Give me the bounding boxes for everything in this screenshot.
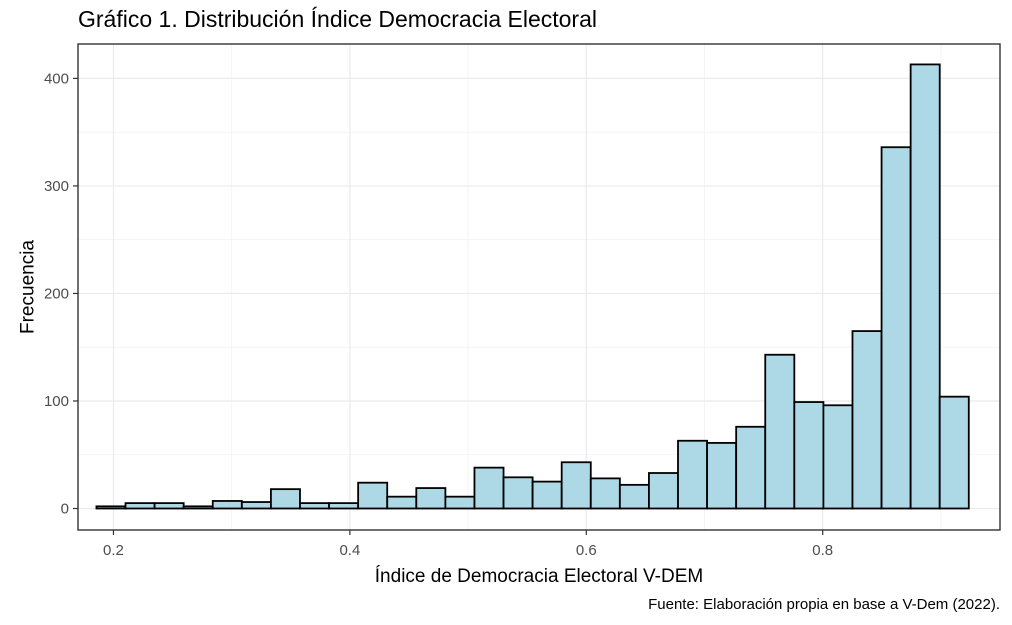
y-tick-label: 100 <box>44 393 69 410</box>
histogram-bar <box>589 477 621 510</box>
histogram-bar <box>386 495 418 510</box>
histogram-bar <box>444 495 476 510</box>
grid-lines <box>78 44 1000 530</box>
histogram-bar <box>95 505 127 510</box>
histogram-bar <box>270 488 301 510</box>
histogram-bar <box>735 425 767 510</box>
x-axis-title: Índice de Democracia Electoral V-DEM <box>375 566 703 587</box>
histogram-bar <box>880 146 912 510</box>
y-axis-title: Frecuencia <box>18 240 39 334</box>
y-tick-label: 200 <box>44 285 69 302</box>
axis-ticks: 0.2 0.4 0.6 0.8 0 100 200 300 400 <box>44 70 833 559</box>
histogram-bar <box>706 442 738 510</box>
histogram-bar <box>182 505 214 510</box>
histogram-bar <box>677 439 708 510</box>
y-tick-label: 300 <box>44 178 69 195</box>
histogram-bar <box>764 353 796 510</box>
histogram-bar <box>211 500 243 510</box>
x-tick-label: 0.8 <box>812 542 833 559</box>
x-tick-label: 0.6 <box>576 542 597 559</box>
panel-border <box>77 43 1001 531</box>
histogram-bar <box>415 487 447 510</box>
histogram-bar <box>153 502 185 510</box>
y-tick-label: 0 <box>61 500 69 517</box>
histogram-bar <box>560 461 592 510</box>
histogram-bar <box>851 330 883 510</box>
x-tick-label: 0.4 <box>339 542 360 559</box>
histogram-bar <box>299 502 330 510</box>
histogram-bar <box>357 481 389 510</box>
histogram-bar <box>240 501 272 510</box>
histogram-bar <box>328 502 360 510</box>
chart-title: Gráfico 1. Distribución Índice Democraci… <box>78 6 597 32</box>
histogram-bar <box>618 483 650 510</box>
histogram-bars <box>95 63 970 510</box>
source-caption: Fuente: Elaboración propia en base a V-D… <box>648 596 1000 613</box>
y-tick-label: 400 <box>44 70 69 87</box>
histogram-bar <box>531 480 563 510</box>
histogram-bar <box>793 401 825 510</box>
histogram-bar <box>909 63 941 510</box>
histogram-bar <box>822 404 854 510</box>
histogram-bar <box>938 395 970 510</box>
histogram-bar <box>124 502 156 510</box>
histogram-bar <box>648 472 679 510</box>
histogram-bar <box>502 476 534 510</box>
histogram-bar <box>473 466 505 510</box>
x-tick-label: 0.2 <box>103 542 124 559</box>
